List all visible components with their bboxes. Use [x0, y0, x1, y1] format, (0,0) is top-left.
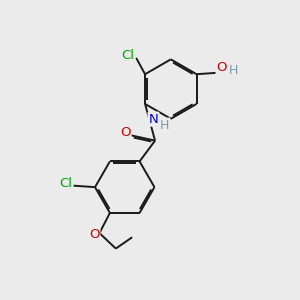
Text: H: H — [229, 64, 238, 77]
Text: N: N — [148, 113, 158, 126]
Text: H: H — [160, 118, 169, 132]
Text: Cl: Cl — [121, 49, 134, 62]
Text: O: O — [217, 61, 227, 74]
Text: O: O — [89, 228, 99, 241]
Text: O: O — [120, 126, 130, 140]
Text: Cl: Cl — [59, 177, 72, 190]
